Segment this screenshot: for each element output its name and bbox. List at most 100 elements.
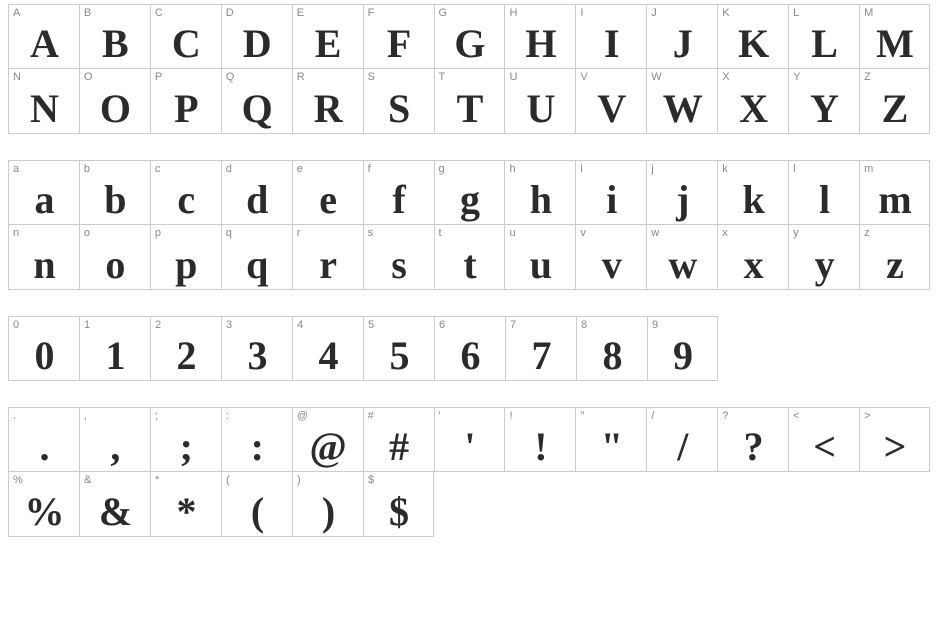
- glyph-cell: "": [575, 407, 646, 472]
- glyph-cell: $$: [363, 472, 434, 537]
- glyph-display: F: [364, 24, 434, 64]
- glyph-cell: xx: [717, 225, 788, 290]
- glyph-display: k: [718, 180, 788, 220]
- glyph-cell: yy: [788, 225, 859, 290]
- key-label: ": [580, 410, 584, 422]
- glyph-display: :: [222, 427, 292, 467]
- glyph-display: q: [222, 245, 292, 285]
- key-label: Z: [864, 71, 871, 83]
- key-label: J: [651, 7, 657, 19]
- glyph-cell: RR: [292, 69, 363, 134]
- glyph-cell: 66: [434, 316, 505, 381]
- glyph-cell: ::: [221, 407, 292, 472]
- glyph-cell: JJ: [646, 4, 717, 69]
- glyph-cell: 77: [505, 316, 576, 381]
- key-label: X: [722, 71, 729, 83]
- glyph-cell: EE: [292, 4, 363, 69]
- glyph-cell: nn: [8, 225, 79, 290]
- glyph-cell: ??: [717, 407, 788, 472]
- key-label: v: [580, 227, 586, 239]
- glyph-cell: //: [646, 407, 717, 472]
- key-label: g: [439, 163, 445, 175]
- glyph-cell: 33: [221, 316, 292, 381]
- key-label: D: [226, 7, 234, 19]
- glyph-display: 4: [293, 336, 363, 376]
- glyph-display: O: [80, 89, 150, 129]
- glyph-display: *: [151, 492, 221, 532]
- glyph-display: z: [860, 245, 929, 285]
- key-label: b: [84, 163, 90, 175]
- key-label: P: [155, 71, 162, 83]
- key-label: H: [509, 7, 517, 19]
- glyph-row: AABBCCDDEEFFGGHHIIJJKKLLMM: [8, 4, 930, 69]
- glyph-cell: oo: [79, 225, 150, 290]
- glyph-display: b: [80, 180, 150, 220]
- glyph-cell: FF: [363, 4, 434, 69]
- glyph-cell: YY: [788, 69, 859, 134]
- glyph-display: B: [80, 24, 150, 64]
- glyph-cell: @@: [292, 407, 363, 472]
- glyph-display: g: [435, 180, 505, 220]
- glyph-cell: 55: [363, 316, 434, 381]
- key-label: y: [793, 227, 799, 239]
- glyph-display: l: [789, 180, 859, 220]
- glyph-display: d: [222, 180, 292, 220]
- glyph-cell: LL: [788, 4, 859, 69]
- glyph-cell: BB: [79, 4, 150, 69]
- glyph-display: R: [293, 89, 363, 129]
- glyph-cell: %%: [8, 472, 79, 537]
- key-label: K: [722, 7, 729, 19]
- glyph-display: I: [576, 24, 646, 64]
- key-label: #: [368, 410, 374, 422]
- key-label: k: [722, 163, 728, 175]
- glyph-cell: KK: [717, 4, 788, 69]
- key-label: l: [793, 163, 795, 175]
- glyph-cell: mm: [859, 160, 930, 225]
- glyph-cell: 44: [292, 316, 363, 381]
- glyph-display: r: [293, 245, 363, 285]
- glyph-display: e: [293, 180, 363, 220]
- glyph-group-uppercase: AABBCCDDEEFFGGHHIIJJKKLLMMNNOOPPQQRRSSTT…: [8, 4, 930, 134]
- glyph-cell: zz: [859, 225, 930, 290]
- glyph-cell: ll: [788, 160, 859, 225]
- key-label: S: [368, 71, 375, 83]
- glyph-cell: ZZ: [859, 69, 930, 134]
- glyph-display: M: [860, 24, 929, 64]
- glyph-cell: ee: [292, 160, 363, 225]
- key-label: ': [439, 410, 441, 422]
- glyph-display: o: [80, 245, 150, 285]
- glyph-cell: PP: [150, 69, 221, 134]
- key-label: x: [722, 227, 728, 239]
- glyph-display: K: [718, 24, 788, 64]
- glyph-cell: vv: [575, 225, 646, 290]
- key-label: M: [864, 7, 873, 19]
- key-label: 4: [297, 319, 303, 331]
- glyph-display: j: [647, 180, 717, 220]
- glyph-display: s: [364, 245, 434, 285]
- glyph-display: A: [9, 24, 79, 64]
- glyph-cell: qq: [221, 225, 292, 290]
- key-label: a: [13, 163, 19, 175]
- key-label: s: [368, 227, 374, 239]
- glyph-cell: GG: [434, 4, 505, 69]
- glyph-display: 2: [151, 336, 221, 376]
- glyph-cell: cc: [150, 160, 221, 225]
- key-label: j: [651, 163, 653, 175]
- glyph-cell: CC: [150, 4, 221, 69]
- key-label: V: [580, 71, 587, 83]
- glyph-cell: pp: [150, 225, 221, 290]
- glyph-display: C: [151, 24, 221, 64]
- key-label: 0: [13, 319, 19, 331]
- glyph-display: W: [647, 89, 717, 129]
- glyph-cell: kk: [717, 160, 788, 225]
- key-label: *: [155, 474, 159, 486]
- glyph-display: U: [505, 89, 575, 129]
- key-label: B: [84, 7, 91, 19]
- glyph-row: 00112233445566778899: [8, 316, 930, 381]
- key-label: 7: [510, 319, 516, 331]
- key-label: W: [651, 71, 661, 83]
- glyph-display: ": [576, 427, 646, 467]
- glyph-cell: tt: [434, 225, 505, 290]
- key-label: F: [368, 7, 375, 19]
- key-label: G: [439, 7, 448, 19]
